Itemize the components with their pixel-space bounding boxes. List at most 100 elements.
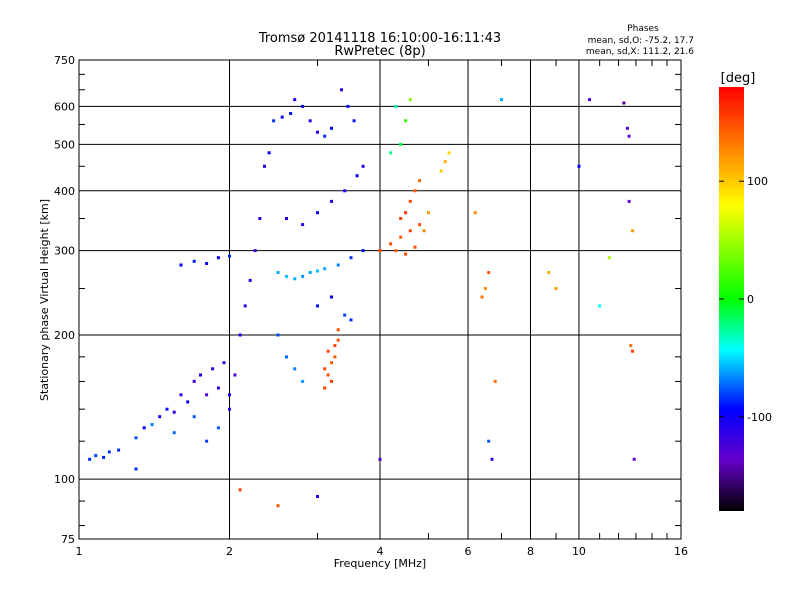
data-point bbox=[427, 211, 430, 215]
data-point bbox=[361, 164, 365, 168]
data-point bbox=[301, 104, 305, 108]
x-tick-label: 1 bbox=[76, 545, 83, 558]
data-point bbox=[349, 256, 353, 260]
x-tick-label: 8 bbox=[527, 545, 534, 558]
x-tick-label: 2 bbox=[226, 545, 233, 558]
data-point bbox=[483, 287, 487, 290]
data-point bbox=[330, 126, 333, 130]
data-point bbox=[228, 254, 231, 258]
data-point bbox=[323, 267, 327, 271]
data-point bbox=[323, 134, 327, 138]
data-point bbox=[330, 295, 333, 299]
data-point bbox=[632, 457, 636, 461]
data-point bbox=[263, 164, 266, 168]
data-point bbox=[577, 164, 581, 168]
x-axis-label: Frequency [MHz] bbox=[334, 557, 426, 570]
data-point bbox=[447, 151, 451, 155]
data-point bbox=[352, 119, 356, 123]
x-tick-label: 16 bbox=[674, 545, 688, 558]
stats-header: Phases bbox=[627, 24, 659, 34]
data-point bbox=[243, 304, 247, 308]
data-point bbox=[330, 199, 333, 203]
data-point bbox=[625, 126, 629, 130]
data-point bbox=[418, 223, 422, 227]
data-point bbox=[238, 488, 242, 492]
data-point bbox=[487, 439, 491, 443]
data-point bbox=[333, 355, 337, 359]
data-point bbox=[326, 349, 330, 353]
data-point bbox=[355, 174, 359, 178]
stats-x: mean, sd,X: 111.2, 21.6 bbox=[586, 47, 694, 57]
data-point bbox=[394, 249, 398, 253]
data-point bbox=[205, 262, 209, 265]
data-point bbox=[413, 189, 417, 193]
data-point bbox=[179, 263, 183, 267]
data-point bbox=[150, 423, 154, 427]
data-point bbox=[205, 393, 209, 397]
data-point bbox=[394, 104, 398, 108]
data-point bbox=[439, 169, 443, 173]
data-point bbox=[192, 415, 196, 419]
data-point bbox=[588, 98, 591, 102]
data-point bbox=[622, 101, 626, 105]
grid-lines bbox=[79, 60, 681, 539]
data-point bbox=[316, 304, 319, 308]
data-point bbox=[336, 263, 340, 267]
data-point bbox=[117, 448, 121, 452]
data-point bbox=[316, 130, 319, 134]
colorbar-label: [deg] bbox=[721, 71, 756, 86]
data-point bbox=[346, 104, 350, 108]
data-point bbox=[404, 119, 408, 123]
data-point bbox=[102, 455, 106, 459]
data-point bbox=[326, 373, 330, 377]
data-point bbox=[165, 407, 169, 411]
y-tick-label: 300 bbox=[54, 245, 75, 258]
data-point bbox=[142, 426, 146, 430]
data-point bbox=[316, 269, 319, 273]
data-point bbox=[316, 211, 319, 215]
y-tick-label: 600 bbox=[54, 100, 75, 113]
chart-subtitle: RwPretec (8p) bbox=[334, 44, 425, 59]
data-point bbox=[94, 454, 98, 458]
data-point bbox=[378, 457, 382, 461]
data-point bbox=[408, 98, 412, 102]
y-tick-label: 750 bbox=[54, 54, 75, 67]
data-point bbox=[336, 338, 340, 342]
data-point bbox=[238, 333, 242, 337]
data-point bbox=[399, 142, 403, 146]
data-point bbox=[289, 112, 293, 115]
data-point bbox=[399, 235, 403, 239]
data-point bbox=[301, 274, 305, 278]
data-point bbox=[88, 457, 92, 461]
data-point bbox=[333, 344, 337, 348]
data-point bbox=[389, 242, 393, 246]
data-point bbox=[285, 355, 288, 359]
axes: 1 2 4 6 8 10 16 75 100 200 300 400 500 600 750 bbox=[54, 54, 688, 558]
colorbar-ticks: 100 0 -100 bbox=[719, 175, 772, 424]
data-point bbox=[216, 386, 220, 390]
data-point bbox=[480, 295, 484, 299]
data-points bbox=[88, 88, 636, 508]
data-point bbox=[443, 160, 447, 164]
data-point bbox=[378, 249, 382, 253]
y-tick-label: 75 bbox=[61, 533, 75, 546]
data-point bbox=[107, 450, 111, 454]
data-point bbox=[172, 431, 176, 435]
data-point bbox=[308, 271, 312, 274]
data-point bbox=[627, 134, 631, 138]
data-point bbox=[228, 393, 231, 397]
data-point bbox=[285, 274, 288, 278]
data-point bbox=[248, 278, 252, 282]
data-point bbox=[267, 151, 271, 155]
data-point bbox=[293, 367, 297, 371]
data-point bbox=[272, 119, 276, 123]
data-point bbox=[186, 400, 190, 404]
data-point bbox=[627, 199, 631, 203]
data-point bbox=[598, 304, 602, 308]
data-point bbox=[349, 318, 353, 322]
data-point bbox=[554, 287, 558, 290]
data-point bbox=[418, 179, 422, 183]
data-point bbox=[276, 333, 280, 337]
data-point bbox=[399, 217, 403, 220]
